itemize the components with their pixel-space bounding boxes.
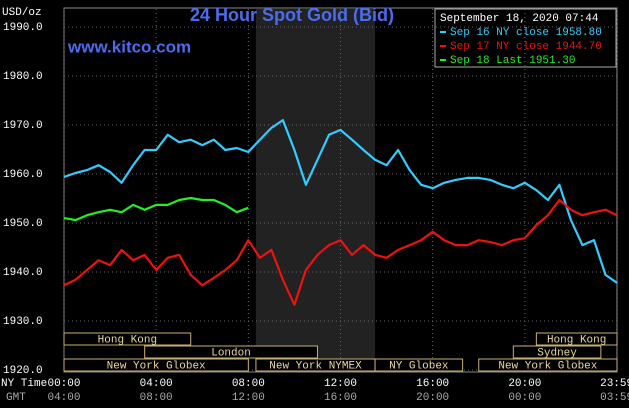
chart-title: 24 Hour Spot Gold (Bid): [190, 5, 394, 25]
site-label: www.kitco.com: [67, 37, 191, 56]
gmt-tick-label: 12:00: [232, 392, 265, 404]
x-tick-label: 12:00: [324, 378, 357, 390]
gmt-tick-label: 00:00: [508, 392, 541, 404]
session-shade: [255, 9, 376, 371]
legend-entry: Sep 17 NY close 1944.70: [450, 41, 602, 53]
x-tick-label: 16:00: [416, 378, 449, 390]
y-tick-label: 1940.0: [3, 267, 43, 279]
x-tick-label: 23:59: [600, 378, 629, 390]
session-box: [374, 358, 464, 372]
legend-entry: Sep 18 Last 1951.30: [450, 55, 575, 67]
y-tick-label: 1980.0: [3, 71, 43, 83]
gmt-tick-label: 20:00: [416, 392, 449, 404]
x-tick-label: 00:00: [47, 378, 80, 390]
session-box: [144, 345, 318, 359]
x-tick-label: 04:00: [140, 378, 173, 390]
x-tick-label: 20:00: [508, 378, 541, 390]
session-label: London: [211, 347, 251, 359]
timestamp: September 18, 2020 07:44: [440, 13, 599, 25]
gmt-tick-label: 03:59: [600, 392, 629, 404]
session-label: New York Globex: [107, 360, 206, 372]
y-tick-label: 1970.0: [3, 120, 43, 132]
session-label: New York NYMEX: [269, 360, 362, 372]
session-label: Sydney: [537, 347, 577, 359]
x-label-gmt: GMT: [6, 392, 26, 404]
session-label: New York Globex: [498, 360, 597, 372]
y-unit: USD/oz: [2, 7, 42, 19]
session-box: [478, 358, 618, 372]
y-tick-label: 1930.0: [3, 316, 43, 328]
y-tick-label: 1920.0: [3, 365, 43, 377]
session-box: [63, 358, 249, 372]
session-box: [63, 332, 192, 346]
y-tick-label: 1960.0: [3, 169, 43, 181]
session-label: Hong Kong: [98, 334, 157, 346]
session-box: [535, 332, 618, 346]
y-tick-label: 1990.0: [3, 22, 43, 34]
y-tick-label: 1950.0: [3, 218, 43, 230]
session-label: Hong Kong: [547, 334, 606, 346]
session-label: NY Globex: [389, 360, 449, 372]
gmt-tick-label: 08:00: [140, 392, 173, 404]
x-label-ny: NY Time: [1, 378, 47, 390]
legend-box: [434, 8, 617, 68]
series-line: [63, 119, 618, 284]
session-box: [512, 345, 602, 359]
gmt-tick-label: 04:00: [47, 392, 80, 404]
series-line: [63, 198, 618, 306]
legend-entry: Sep 16 NY close 1958.80: [450, 27, 602, 39]
series-line: [63, 196, 249, 222]
x-tick-label: 08:00: [232, 378, 265, 390]
gmt-tick-label: 16:00: [324, 392, 357, 404]
